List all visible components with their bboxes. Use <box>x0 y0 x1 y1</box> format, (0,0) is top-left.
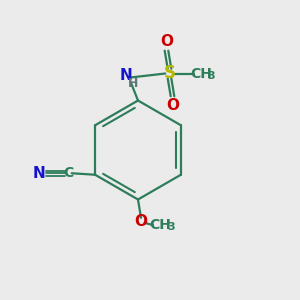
Text: CH: CH <box>190 67 212 80</box>
Text: H: H <box>128 77 138 90</box>
Text: CH: CH <box>150 218 171 232</box>
Text: 3: 3 <box>167 222 175 233</box>
Text: O: O <box>160 34 173 49</box>
Text: C: C <box>63 166 73 180</box>
Text: N: N <box>120 68 132 83</box>
Text: O: O <box>134 214 148 230</box>
Text: N: N <box>33 166 45 181</box>
Text: 3: 3 <box>208 71 215 81</box>
Text: O: O <box>166 98 179 113</box>
Text: S: S <box>164 64 175 82</box>
